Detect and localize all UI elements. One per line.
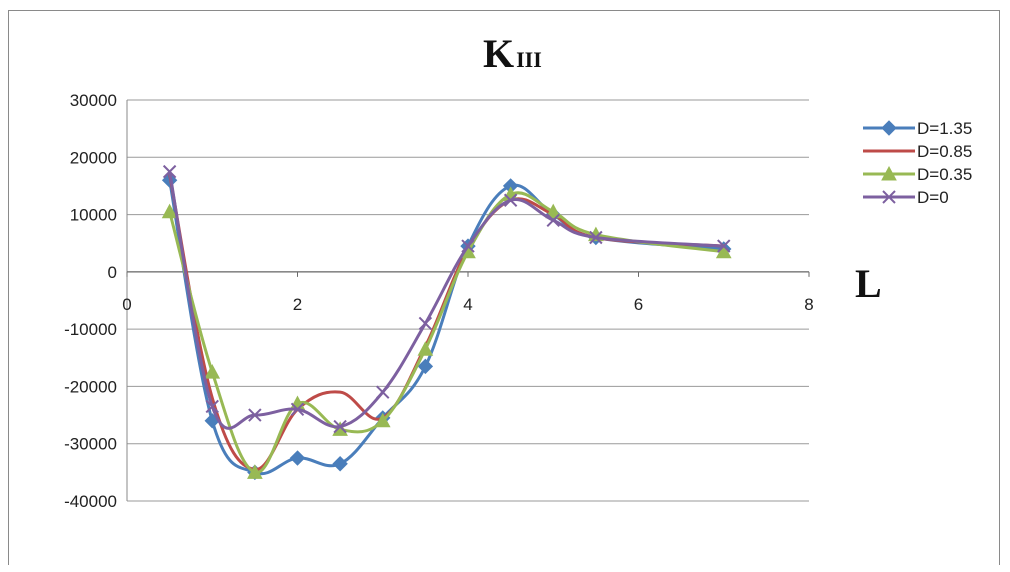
series-d-0-point xyxy=(290,402,305,417)
y-tick-label: -20000 xyxy=(64,377,117,396)
chart-title-subscript: III xyxy=(516,47,542,72)
y-tick-label: -40000 xyxy=(64,492,117,511)
series-d-0-point xyxy=(418,316,433,331)
legend-item: D=0 xyxy=(863,188,949,207)
y-tick-label: 20000 xyxy=(70,148,117,167)
series-d-0-35-point xyxy=(545,203,562,219)
legend: D=1.35 D=0.85 D=0.35 D=0 xyxy=(863,119,972,207)
series-d-0-point xyxy=(376,385,390,399)
marker-stroke xyxy=(290,402,305,417)
series-d-0-35-point xyxy=(247,464,263,479)
marker-stroke xyxy=(503,193,518,207)
series-d-0-point xyxy=(205,399,219,414)
x-tick-label: 2 xyxy=(293,295,302,314)
series-d-1-35-line xyxy=(168,179,724,476)
marker-stroke xyxy=(333,419,347,434)
axis-layer: 30000 20000 10000 0 -10000 -20000 -30000 -40000… xyxy=(64,91,814,511)
legend-item: D=1.35 xyxy=(863,119,972,138)
y-tick-label: 0 xyxy=(108,263,117,282)
legend-label: D=1.35 xyxy=(917,119,972,138)
series-d-1-35-point xyxy=(417,358,434,375)
marker-stroke xyxy=(205,399,219,414)
legend-label: D=0.35 xyxy=(917,165,972,184)
series-d-0-point xyxy=(162,164,177,179)
marker-stroke xyxy=(461,239,475,253)
y-tick-label: 30000 xyxy=(70,91,117,110)
legend-marker xyxy=(882,190,896,204)
series-d-0-point xyxy=(503,193,518,207)
series-d-0-35-line xyxy=(168,191,724,474)
series-d-0-85-line xyxy=(168,174,724,471)
series-d-0-line xyxy=(168,171,724,430)
marker-stroke xyxy=(162,164,177,179)
marker-stroke xyxy=(589,230,603,245)
chart-frame xyxy=(8,10,1000,565)
x-tick-label: 6 xyxy=(634,295,643,314)
chart-title-main: K xyxy=(483,31,514,76)
series-d-0-point xyxy=(546,213,560,228)
series-d-0-point xyxy=(717,239,731,253)
x-tick-label: 0 xyxy=(122,295,131,314)
x-tick-label: 8 xyxy=(804,295,813,314)
series-d-0-point xyxy=(589,230,603,245)
series-d-1-35-point xyxy=(289,450,306,466)
legend-marker xyxy=(881,120,897,136)
y-tick-label: -30000 xyxy=(64,435,117,454)
x-tick-label: 4 xyxy=(463,295,472,314)
legend-item: D=0.35 xyxy=(863,165,972,184)
series-d-0-35-point xyxy=(417,341,434,356)
legend-label: D=0 xyxy=(917,188,949,207)
marker-stroke xyxy=(418,316,433,331)
series-d-0-35-point xyxy=(161,203,178,219)
y-tick-label: 10000 xyxy=(70,206,117,225)
series-d-0-35-point xyxy=(204,364,221,379)
series-d-1-35-point xyxy=(332,456,348,472)
legend-marker xyxy=(881,165,897,181)
marker-stroke xyxy=(376,385,390,399)
series-d-0-point xyxy=(333,419,347,434)
series-d-0-point xyxy=(461,239,475,253)
series-d-0-35-point xyxy=(715,243,732,259)
y-tick-label: -10000 xyxy=(64,320,117,339)
marker-stroke xyxy=(882,190,896,204)
chart-title: KIII xyxy=(483,31,542,76)
legend-item: D=0.85 xyxy=(863,142,972,161)
marker-stroke xyxy=(546,213,560,228)
series-d-0-35-point xyxy=(374,412,391,428)
legend-label: D=0.85 xyxy=(917,142,972,161)
series-d-0-point xyxy=(248,408,262,422)
marker-stroke xyxy=(717,239,731,253)
marker-stroke xyxy=(248,408,262,422)
x-axis-label: L xyxy=(855,261,882,306)
series-layer xyxy=(161,164,732,481)
